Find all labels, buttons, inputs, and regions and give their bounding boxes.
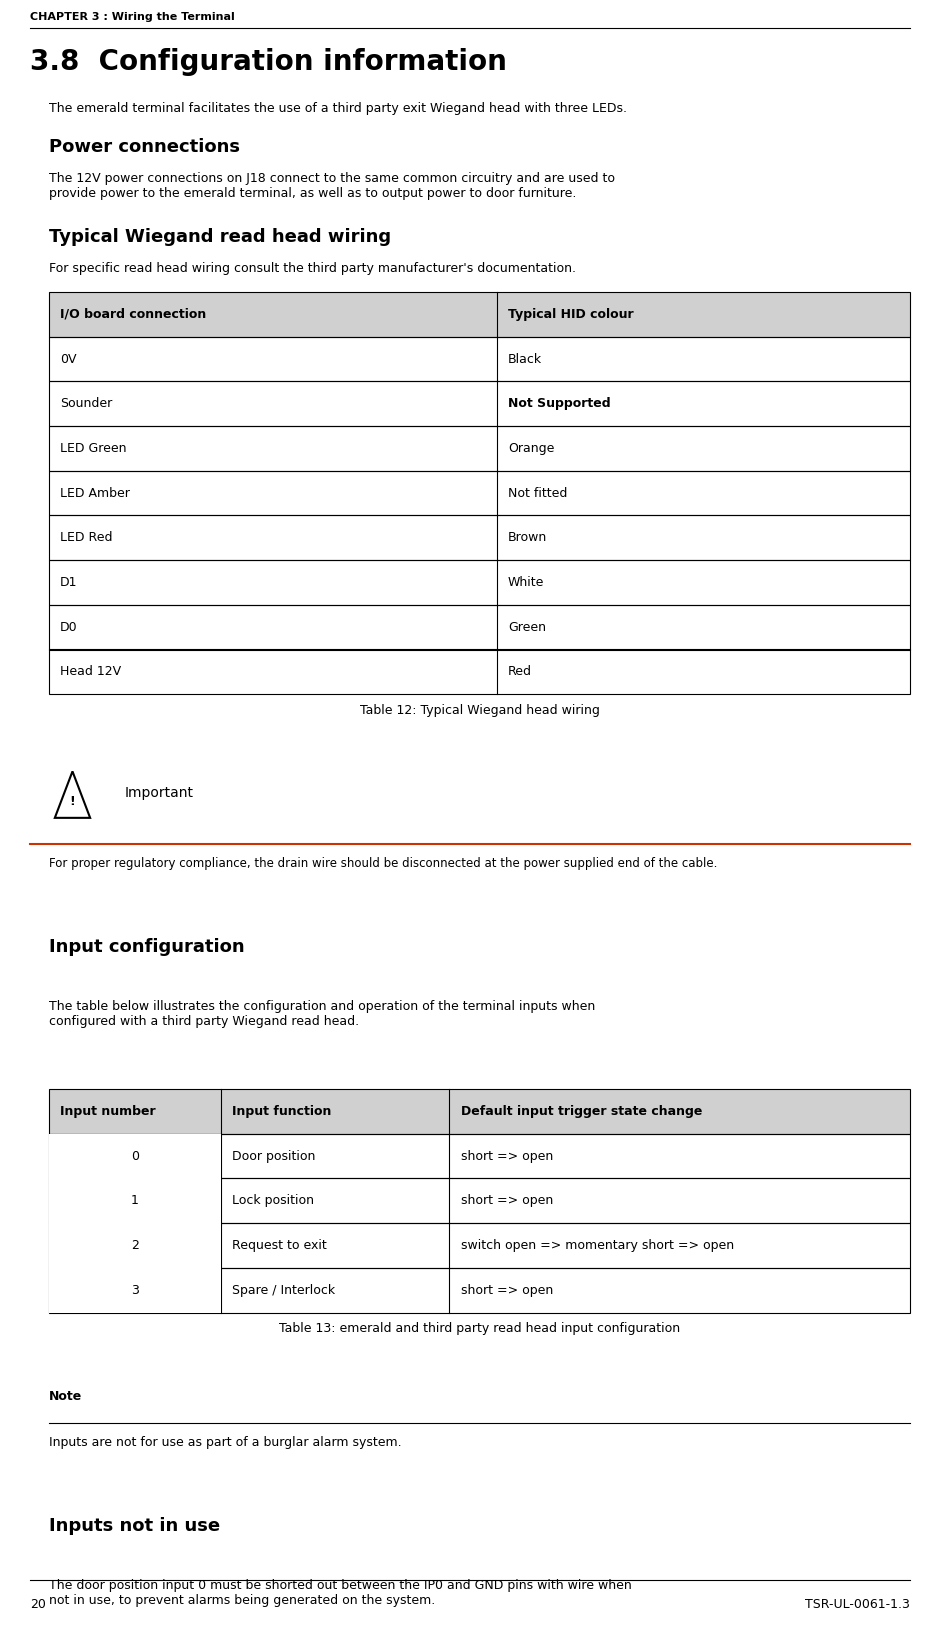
Text: White: White <box>508 575 545 588</box>
Text: 0: 0 <box>131 1149 139 1162</box>
Text: Spare / Interlock: Spare / Interlock <box>232 1284 335 1297</box>
Text: Inputs are not for use as part of a burglar alarm system.: Inputs are not for use as part of a burg… <box>49 1436 401 1450</box>
Text: Important: Important <box>125 786 194 800</box>
Text: Green: Green <box>508 621 546 634</box>
Bar <box>49 292 910 336</box>
Bar <box>49 382 910 426</box>
Text: 20: 20 <box>30 1597 46 1610</box>
Text: The table below illustrates the configuration and operation of the terminal inpu: The table below illustrates the configur… <box>49 999 595 1027</box>
Text: 1: 1 <box>60 1194 68 1207</box>
Text: switch open => momentary short => open: switch open => momentary short => open <box>461 1238 733 1251</box>
Text: 2: 2 <box>60 1238 68 1251</box>
Bar <box>49 1178 221 1224</box>
Text: Typical HID colour: Typical HID colour <box>508 307 633 320</box>
Text: Not fitted: Not fitted <box>508 486 567 499</box>
Text: !: ! <box>70 795 76 808</box>
Text: LED Amber: LED Amber <box>60 486 130 499</box>
Text: Input function: Input function <box>232 1105 331 1118</box>
Text: For proper regulatory compliance, the drain wire should be disconnected at the p: For proper regulatory compliance, the dr… <box>49 856 717 869</box>
Text: Table 13: emerald and third party read head input configuration: Table 13: emerald and third party read h… <box>278 1323 680 1336</box>
Bar <box>49 515 910 561</box>
Bar <box>49 1178 910 1224</box>
Text: The door position input 0 must be shorted out between the IP0 and GND pins with : The door position input 0 must be shorte… <box>49 1580 632 1607</box>
Text: Inputs not in use: Inputs not in use <box>49 1518 220 1536</box>
Text: D1: D1 <box>60 575 77 588</box>
Polygon shape <box>55 772 90 817</box>
Text: Lock position: Lock position <box>232 1194 314 1207</box>
Text: LED Green: LED Green <box>60 442 126 455</box>
Bar <box>49 650 910 694</box>
Text: Typical Wiegand read head wiring: Typical Wiegand read head wiring <box>49 228 391 245</box>
Text: Power connections: Power connections <box>49 138 240 156</box>
Bar <box>49 515 910 561</box>
Text: short => open: short => open <box>461 1194 553 1207</box>
Bar <box>49 336 910 382</box>
Text: I/O board connection: I/O board connection <box>60 307 207 320</box>
Text: Orange: Orange <box>508 442 554 455</box>
Text: 3: 3 <box>60 1284 68 1297</box>
Bar <box>49 336 910 382</box>
Bar <box>49 1134 221 1178</box>
Text: Not Supported: Not Supported <box>508 396 611 410</box>
Bar <box>49 1178 910 1224</box>
Bar <box>49 426 910 471</box>
Text: Red: Red <box>508 665 532 678</box>
Text: For specific read head wiring consult the third party manufacturer's documentati: For specific read head wiring consult th… <box>49 262 576 275</box>
Bar <box>49 426 910 471</box>
Bar <box>49 1224 221 1268</box>
Text: Default input trigger state change: Default input trigger state change <box>461 1105 702 1118</box>
Text: The emerald terminal facilitates the use of a third party exit Wiegand head with: The emerald terminal facilitates the use… <box>49 102 627 115</box>
Text: Brown: Brown <box>508 531 548 544</box>
Text: short => open: short => open <box>461 1149 553 1162</box>
Text: short => open: short => open <box>461 1284 553 1297</box>
Text: Input configuration: Input configuration <box>49 938 244 955</box>
Bar <box>49 604 910 650</box>
Text: LED Red: LED Red <box>60 531 112 544</box>
Bar <box>49 292 910 336</box>
Text: Sounder: Sounder <box>60 396 112 410</box>
Text: Black: Black <box>508 353 542 366</box>
Bar <box>49 382 910 426</box>
Bar <box>49 1268 910 1313</box>
Text: Head 12V: Head 12V <box>60 665 122 678</box>
Text: 0: 0 <box>60 1149 68 1162</box>
Bar <box>49 1134 910 1178</box>
Text: TSR-UL-0061-1.3: TSR-UL-0061-1.3 <box>805 1597 910 1610</box>
Text: Input number: Input number <box>60 1105 156 1118</box>
Bar <box>49 1224 910 1268</box>
Bar <box>49 1134 910 1178</box>
Text: Table 12: Typical Wiegand head wiring: Table 12: Typical Wiegand head wiring <box>360 704 599 717</box>
Bar <box>49 604 910 650</box>
Text: D0: D0 <box>60 621 77 634</box>
Text: 3.8  Configuration information: 3.8 Configuration information <box>30 49 507 76</box>
Bar <box>49 471 910 515</box>
Text: Request to exit: Request to exit <box>232 1238 328 1251</box>
Text: 0V: 0V <box>60 353 76 366</box>
Text: 3: 3 <box>131 1284 139 1297</box>
Text: The 12V power connections on J18 connect to the same common circuitry and are us: The 12V power connections on J18 connect… <box>49 172 615 200</box>
Bar <box>49 1089 910 1134</box>
Bar <box>49 1268 910 1313</box>
Bar <box>49 1089 910 1134</box>
Text: Note: Note <box>49 1391 82 1404</box>
Text: Door position: Door position <box>232 1149 316 1162</box>
Text: 2: 2 <box>131 1238 139 1251</box>
Text: 1: 1 <box>131 1194 139 1207</box>
Bar <box>49 1268 221 1313</box>
Text: CHAPTER 3 : Wiring the Terminal: CHAPTER 3 : Wiring the Terminal <box>30 11 235 23</box>
Bar <box>49 650 910 694</box>
Bar <box>49 1224 910 1268</box>
Bar <box>49 561 910 604</box>
Bar <box>49 471 910 515</box>
Bar <box>49 561 910 604</box>
